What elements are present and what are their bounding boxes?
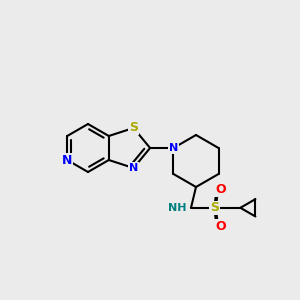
- Text: N: N: [129, 163, 138, 173]
- Text: S: S: [210, 201, 219, 214]
- Text: O: O: [215, 220, 226, 232]
- Text: NH: NH: [167, 203, 186, 213]
- Text: N: N: [169, 143, 178, 153]
- Text: O: O: [215, 183, 226, 196]
- Text: S: S: [129, 122, 138, 134]
- Text: N: N: [62, 154, 72, 166]
